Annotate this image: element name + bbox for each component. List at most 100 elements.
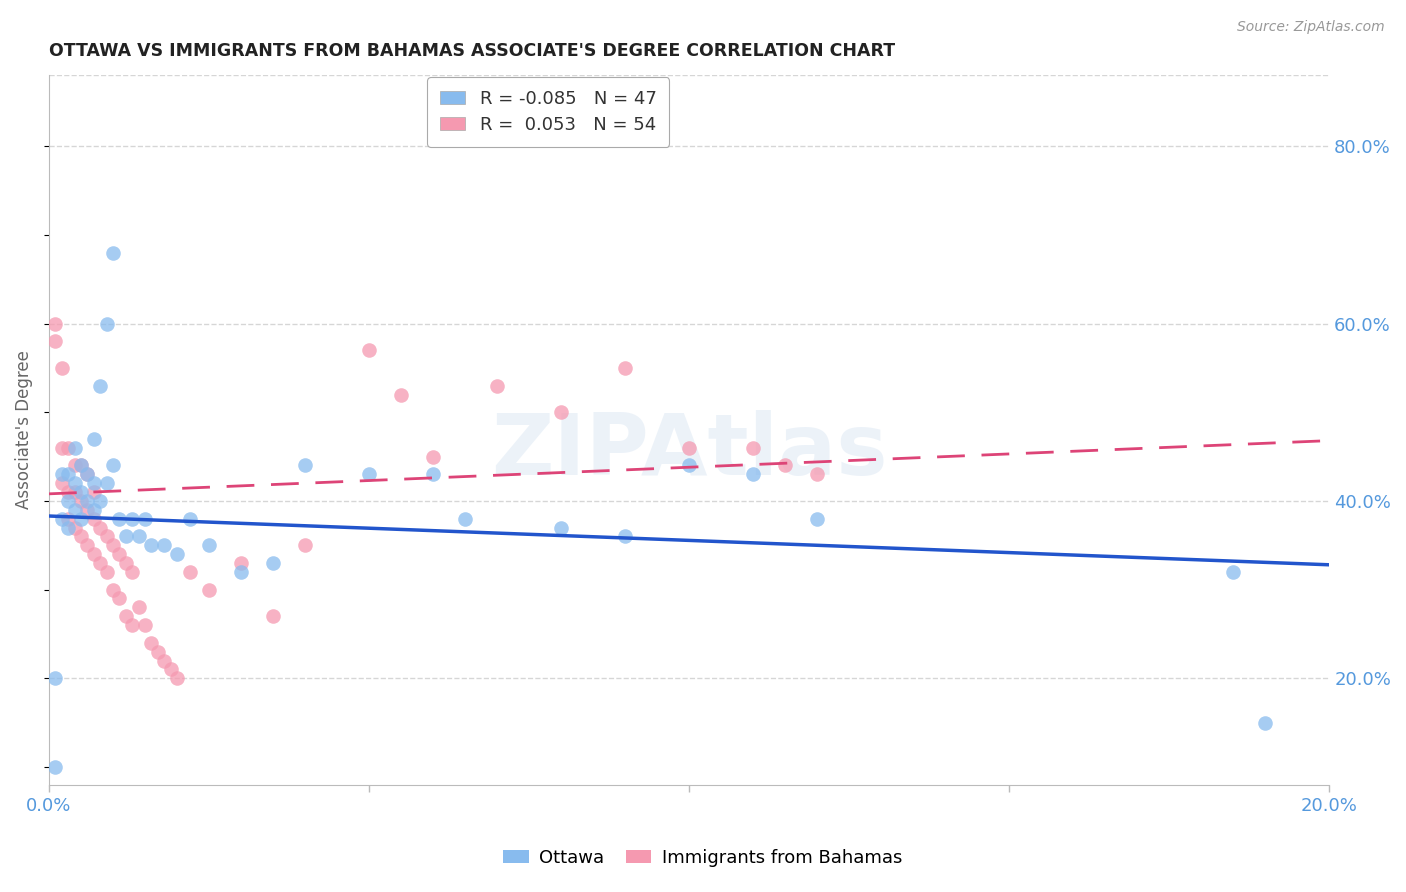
Point	[678, 458, 700, 473]
Point	[51, 467, 73, 482]
Point	[153, 538, 176, 552]
Point	[70, 529, 93, 543]
Point	[146, 645, 169, 659]
Point	[70, 511, 93, 525]
Point	[76, 467, 98, 482]
Point	[141, 538, 163, 552]
Text: OTTAWA VS IMMIGRANTS FROM BAHAMAS ASSOCIATE'S DEGREE CORRELATION CHART: OTTAWA VS IMMIGRANTS FROM BAHAMAS ASSOCI…	[49, 42, 896, 60]
Point	[454, 511, 477, 525]
Legend: Ottawa, Immigrants from Bahamas: Ottawa, Immigrants from Bahamas	[496, 842, 910, 874]
Point	[108, 591, 131, 606]
Point	[389, 387, 412, 401]
Point	[56, 467, 79, 482]
Point	[198, 582, 221, 597]
Point	[83, 547, 105, 561]
Point	[229, 556, 252, 570]
Text: Source: ZipAtlas.com: Source: ZipAtlas.com	[1237, 20, 1385, 34]
Point	[1254, 715, 1277, 730]
Point	[742, 467, 765, 482]
Point	[101, 245, 124, 260]
Text: ZIPAtlas: ZIPAtlas	[491, 409, 887, 492]
Point	[56, 494, 79, 508]
Point	[96, 476, 118, 491]
Point	[678, 441, 700, 455]
Point	[422, 467, 444, 482]
Point	[96, 565, 118, 579]
Point	[114, 529, 136, 543]
Point	[198, 538, 221, 552]
Point	[134, 511, 156, 525]
Point	[166, 671, 188, 685]
Point	[101, 538, 124, 552]
Point	[101, 582, 124, 597]
Point	[70, 494, 93, 508]
Point	[114, 609, 136, 624]
Point	[262, 556, 284, 570]
Point	[63, 476, 86, 491]
Point	[44, 317, 66, 331]
Point	[89, 378, 111, 392]
Point	[51, 511, 73, 525]
Point	[101, 458, 124, 473]
Point	[773, 458, 796, 473]
Point	[114, 556, 136, 570]
Point	[89, 556, 111, 570]
Point	[83, 476, 105, 491]
Point	[159, 663, 181, 677]
Point	[550, 520, 572, 534]
Point	[128, 529, 150, 543]
Point	[614, 529, 637, 543]
Point	[96, 529, 118, 543]
Point	[179, 565, 201, 579]
Point	[70, 458, 93, 473]
Point	[121, 618, 143, 632]
Point	[51, 441, 73, 455]
Point	[56, 520, 79, 534]
Point	[56, 511, 79, 525]
Point	[262, 609, 284, 624]
Point	[550, 405, 572, 419]
Point	[742, 441, 765, 455]
Point	[83, 485, 105, 500]
Point	[83, 511, 105, 525]
Point	[1222, 565, 1244, 579]
Point	[357, 343, 380, 358]
Point	[357, 467, 380, 482]
Point	[294, 458, 316, 473]
Point	[806, 467, 828, 482]
Point	[229, 565, 252, 579]
Point	[422, 450, 444, 464]
Point	[76, 467, 98, 482]
Point	[51, 476, 73, 491]
Point	[89, 494, 111, 508]
Point	[44, 334, 66, 349]
Point	[179, 511, 201, 525]
Point	[134, 618, 156, 632]
Point	[76, 538, 98, 552]
Point	[108, 547, 131, 561]
Point	[166, 547, 188, 561]
Point	[83, 432, 105, 446]
Point	[63, 458, 86, 473]
Point	[153, 654, 176, 668]
Point	[121, 565, 143, 579]
Point	[614, 360, 637, 375]
Point	[44, 671, 66, 685]
Point	[83, 503, 105, 517]
Point	[89, 520, 111, 534]
Point	[56, 441, 79, 455]
Point	[486, 378, 509, 392]
Point	[63, 503, 86, 517]
Point	[56, 485, 79, 500]
Point	[108, 511, 131, 525]
Point	[70, 485, 93, 500]
Point	[121, 511, 143, 525]
Y-axis label: Associate's Degree: Associate's Degree	[15, 351, 32, 509]
Point	[44, 760, 66, 774]
Point	[76, 503, 98, 517]
Point	[128, 600, 150, 615]
Point	[63, 441, 86, 455]
Point	[51, 360, 73, 375]
Point	[76, 494, 98, 508]
Point	[63, 485, 86, 500]
